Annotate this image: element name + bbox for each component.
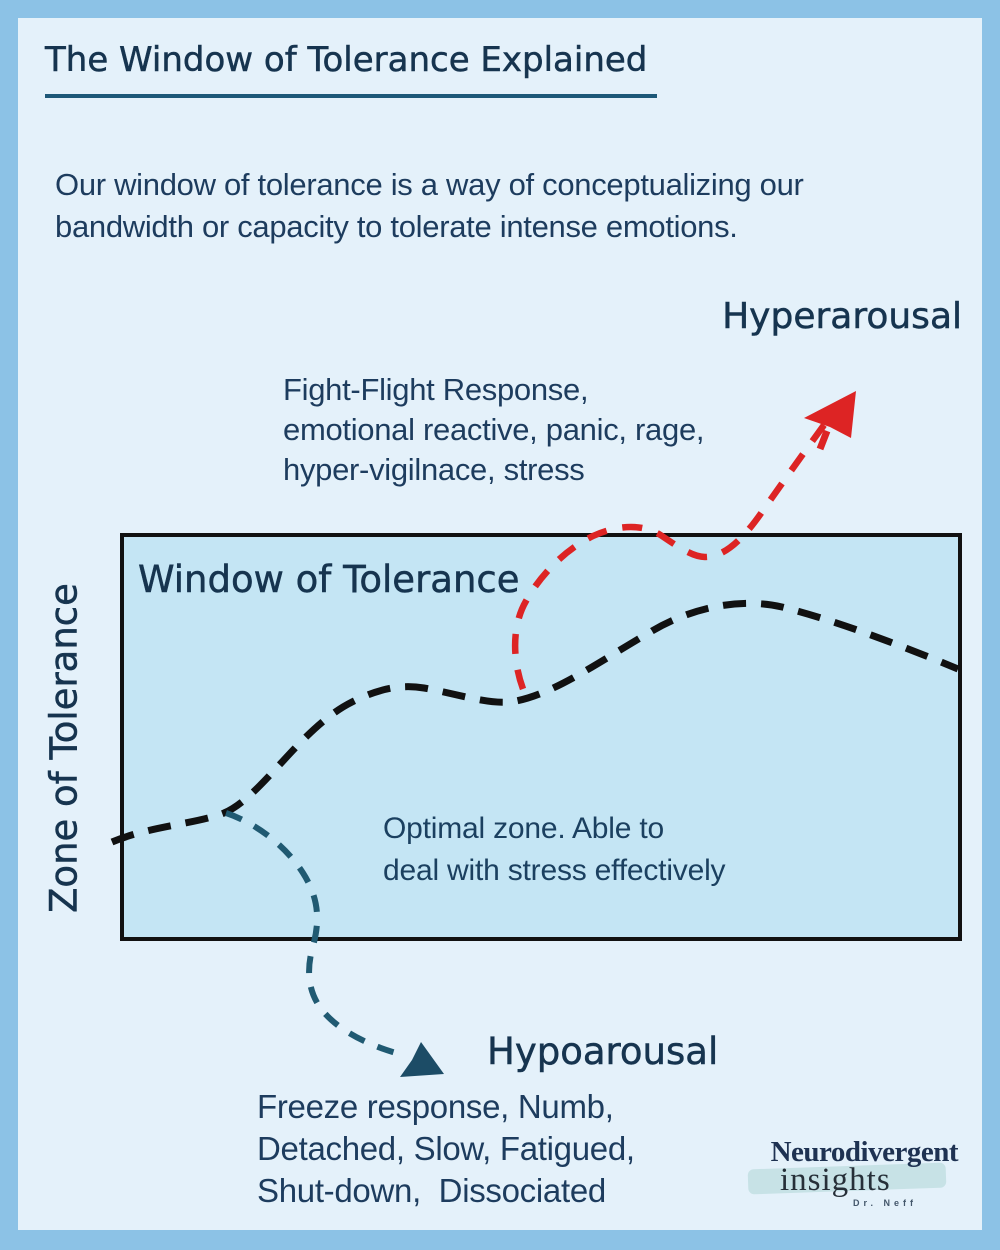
hyperarousal-description-line: emotional reactive, panic, rage,: [283, 412, 705, 447]
hypoarousal-label: Hypoarousal: [487, 1030, 719, 1074]
intro-paragraph: Our window of tolerance is a way of conc…: [55, 164, 804, 248]
intro-line: bandwidth or capacity to tolerate intens…: [55, 209, 738, 244]
title-underline: [45, 94, 657, 98]
infographic-canvas: The Window of Tolerance Explained Our wi…: [18, 18, 982, 1230]
hypoarousal-description-line: Detached, Slow, Fatigued,: [257, 1130, 635, 1167]
hypoarousal-description-line: Shut-down, Dissociated: [257, 1172, 606, 1209]
logo-brand-name: Neurodivergent: [770, 1136, 959, 1168]
logo-brand-subname: insights: [780, 1162, 891, 1198]
logo-byline: Dr. Neff: [853, 1198, 918, 1208]
optimal-zone-text: Optimal zone. Able to deal with stress e…: [383, 808, 726, 892]
hyperarousal-description: Fight-Flight Response, emotional reactiv…: [283, 370, 705, 490]
hypoarousal-description-line: Freeze response, Numb,: [257, 1088, 614, 1125]
intro-line: Our window of tolerance is a way of conc…: [55, 167, 804, 202]
zone-of-tolerance-axis-label: Zone of Tolerance: [42, 583, 86, 913]
hyperarousal-label: Hyperarousal: [722, 296, 962, 338]
hyperarousal-description-line: hyper-vigilnace, stress: [283, 452, 585, 487]
hyperarousal-description-line: Fight-Flight Response,: [283, 372, 589, 407]
hyperarousal-arrow-tail: [816, 429, 831, 451]
optimal-zone-line: deal with stress effectively: [383, 854, 726, 887]
window-of-tolerance-label: Window of Tolerance: [138, 558, 520, 602]
hypoarousal-description: Freeze response, Numb, Detached, Slow, F…: [257, 1086, 635, 1212]
page-title: The Window of Tolerance Explained: [45, 40, 648, 81]
hyperarousal-arrowhead: [804, 391, 856, 438]
brand-logo: Neurodivergent insights Dr. Neff: [740, 1136, 970, 1226]
optimal-zone-line: Optimal zone. Able to: [383, 812, 664, 845]
hypoarousal-arrowhead: [400, 1042, 444, 1077]
